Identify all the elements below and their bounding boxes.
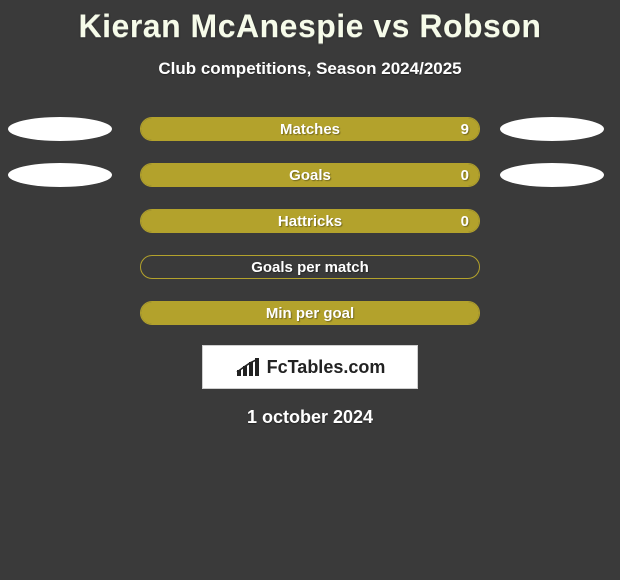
- stat-label: Hattricks: [141, 210, 479, 232]
- stat-row: Matches9: [0, 117, 620, 141]
- stat-bar: Min per goal: [140, 301, 480, 325]
- stat-row: Min per goal: [0, 301, 620, 325]
- logo-bars-icon: [235, 356, 263, 378]
- stat-row: Hattricks0: [0, 209, 620, 233]
- stat-value-right: 0: [461, 210, 469, 232]
- player-right-marker: [500, 117, 604, 141]
- stat-label: Goals per match: [141, 256, 479, 278]
- player-right-marker: [500, 163, 604, 187]
- stat-label: Min per goal: [141, 302, 479, 324]
- subtitle: Club competitions, Season 2024/2025: [0, 59, 620, 79]
- stat-bar: Goals0: [140, 163, 480, 187]
- stat-label: Goals: [141, 164, 479, 186]
- stat-value-right: 9: [461, 118, 469, 140]
- logo-text: FcTables.com: [267, 357, 386, 378]
- player-left-marker: [8, 163, 112, 187]
- stat-row: Goals0: [0, 163, 620, 187]
- player-left-marker: [8, 117, 112, 141]
- stat-value-right: 0: [461, 164, 469, 186]
- stat-bar: Goals per match: [140, 255, 480, 279]
- date-text: 1 october 2024: [0, 407, 620, 428]
- stat-rows: Matches9Goals0Hattricks0Goals per matchM…: [0, 117, 620, 325]
- comparison-infographic: Kieran McAnespie vs Robson Club competit…: [0, 0, 620, 580]
- stat-bar: Hattricks0: [140, 209, 480, 233]
- stat-label: Matches: [141, 118, 479, 140]
- stat-bar: Matches9: [140, 117, 480, 141]
- logo-box: FcTables.com: [202, 345, 418, 389]
- page-title: Kieran McAnespie vs Robson: [0, 0, 620, 45]
- stat-row: Goals per match: [0, 255, 620, 279]
